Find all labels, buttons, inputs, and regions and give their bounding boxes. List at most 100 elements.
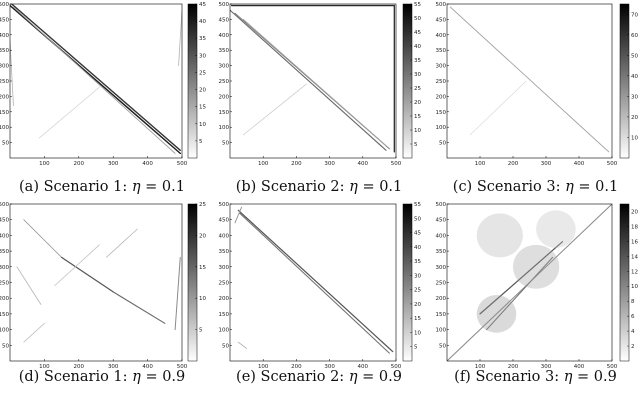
x-tick-label: 200 [74, 364, 85, 370]
x-tick-label: 400 [574, 161, 585, 167]
colorbar-tick-label: 10 [631, 135, 638, 141]
colorbar-tick-label: 30 [414, 273, 421, 279]
y-tick-label: 100 [0, 328, 9, 334]
y-tick-label: 250 [219, 79, 230, 85]
y-tick-label: 450 [436, 17, 447, 23]
x-tick-label: 200 [291, 161, 302, 167]
colorbar-tick-label: 35 [414, 259, 421, 265]
y-tick-label: 350 [436, 48, 447, 54]
y-tick-label: 450 [219, 218, 230, 224]
y-tick-label: 450 [219, 17, 230, 23]
x-tick-label: 300 [108, 364, 119, 370]
x-tick-label: 100 [475, 161, 486, 167]
panel-caption: (c) Scenario 3: η = 0.1 [453, 179, 618, 195]
colorbar-tick-label: 20 [414, 302, 421, 308]
colorbar-tick-label: 5 [199, 328, 203, 334]
y-tick-label: 500 [436, 2, 447, 8]
y-tick-label: 150 [219, 312, 230, 318]
x-tick-label: 500 [607, 364, 618, 370]
panel-e: 100 200 300 400 500 50 100 150 200 250 300 350 400 45… [219, 202, 422, 385]
colorbar-tick-label: 10 [414, 128, 421, 134]
colorbar-tick-label: 6 [631, 314, 635, 320]
colorbar-tick-label: 50 [631, 53, 638, 59]
heatmap-features [10, 4, 182, 155]
heatmap-ridge [11, 4, 181, 151]
y-tick-label: 300 [219, 64, 230, 70]
x-tick-label: 500 [607, 161, 618, 167]
y-tick-label: 50 [222, 141, 229, 147]
y-tick-label: 400 [436, 33, 447, 39]
panel-caption: (f) Scenario 3: η = 0.9 [454, 369, 617, 385]
colorbar-tick-label: 14 [631, 254, 638, 260]
y-tick-label: 450 [436, 218, 447, 224]
heatmap-ridge [237, 209, 394, 353]
heatmap-ridge [38, 86, 100, 139]
y-tick-label: 50 [2, 141, 9, 147]
heatmap-features [234, 206, 394, 354]
heatmap-ridge [60, 256, 114, 293]
y-tick-label: 100 [219, 125, 230, 131]
colorbar-tick-label: 25 [414, 86, 421, 92]
y-tick-label: 300 [0, 265, 9, 271]
colorbar [402, 3, 413, 159]
y-tick-label: 500 [0, 202, 9, 208]
colorbar-tick-label: 45 [414, 30, 421, 36]
colorbar-tick-label: 25 [199, 70, 206, 76]
y-tick-label: 250 [436, 79, 447, 85]
y-tick-label: 250 [0, 79, 9, 85]
x-tick-label: 300 [541, 161, 552, 167]
y-tick-label: 350 [219, 48, 230, 54]
heatmap-ridge [234, 206, 243, 224]
colorbar-tick-label: 40 [414, 245, 421, 251]
y-tick-label: 200 [219, 94, 230, 100]
x-tick-label: 100 [39, 161, 50, 167]
y-tick-label: 150 [436, 110, 447, 116]
x-tick-label: 100 [39, 364, 50, 370]
colorbar-tick-label: 20 [631, 115, 638, 121]
y-tick-label: 150 [436, 312, 447, 318]
y-tick-label: 100 [436, 328, 447, 334]
colorbar-tick-label: 35 [199, 36, 206, 42]
x-tick-label: 300 [541, 364, 552, 370]
y-tick-label: 500 [0, 2, 9, 8]
colorbar-tick-label: 16 [631, 239, 638, 245]
panel-caption: (d) Scenario 1: η = 0.9 [19, 369, 186, 385]
x-tick-label: 400 [358, 161, 369, 167]
y-tick-label: 400 [219, 233, 230, 239]
y-tick-label: 400 [0, 33, 9, 39]
colorbar-tick-label: 35 [414, 58, 421, 64]
heatmap-blob [536, 210, 576, 248]
y-tick-label: 500 [219, 202, 230, 208]
colorbar-tick-label: 55 [414, 202, 421, 208]
colorbar-tick-label: 15 [414, 316, 421, 322]
x-tick-label: 100 [258, 364, 269, 370]
colorbar-tick-label: 15 [414, 114, 421, 120]
y-tick-label: 250 [219, 281, 230, 287]
heatmap-ridge [174, 256, 181, 331]
heatmap-features [447, 204, 612, 361]
x-tick-label: 300 [324, 364, 335, 370]
colorbar [187, 203, 198, 362]
x-tick-label: 500 [391, 364, 402, 370]
y-tick-label: 450 [0, 17, 9, 23]
heatmap-ridge [479, 241, 564, 315]
colorbar-tick-label: 25 [199, 202, 206, 208]
colorbar-tick-label: 30 [414, 72, 421, 78]
heatmap-blob [476, 295, 517, 333]
colorbar-tick-label: 40 [199, 19, 206, 25]
x-tick-label: 200 [508, 364, 519, 370]
colorbar [187, 3, 198, 159]
colorbar-tick-label: 25 [414, 288, 421, 294]
y-tick-label: 500 [436, 202, 447, 208]
colorbar-tick-label: 4 [631, 329, 635, 335]
colorbar-tick-label: 40 [631, 74, 638, 80]
heatmap-ridge [242, 83, 307, 136]
colorbar-tick-label: 18 [631, 224, 638, 230]
colorbar-tick-label: 10 [631, 284, 638, 290]
y-tick-label: 50 [222, 343, 229, 349]
colorbar-tick-label: 20 [414, 100, 421, 106]
y-tick-label: 150 [0, 110, 9, 116]
heatmap-ridge [449, 6, 610, 153]
